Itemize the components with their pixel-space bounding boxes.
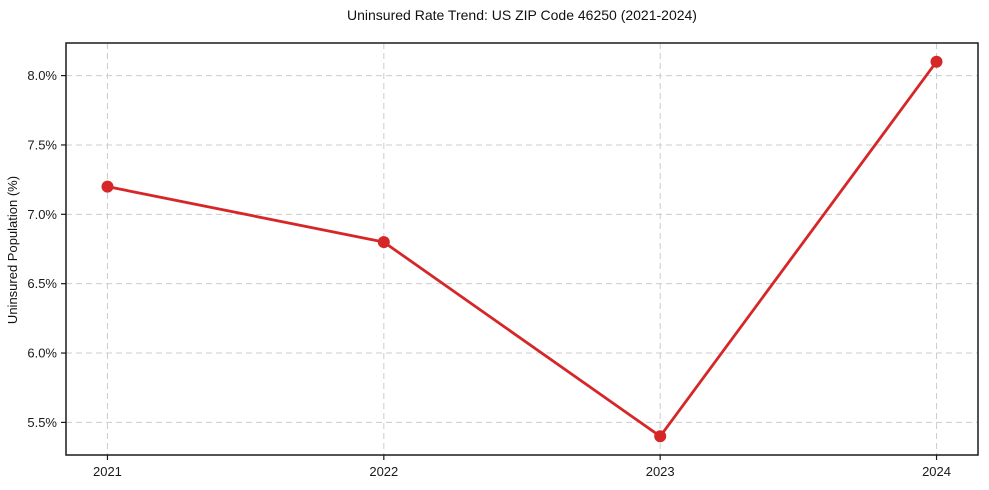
x-tick-label: 2021 (93, 464, 122, 479)
chart-generated-layer: 5.5% 6.0% 6.5% 7.0% 7.5% 8.0% 2021 2022 2023 2024 (27, 42, 979, 479)
y-axis-label: Uninsured Population (%) (5, 176, 20, 324)
y-tick-label: 6.5% (27, 276, 57, 291)
trend-line (106, 60, 938, 438)
y-tick-label: 5.5% (27, 415, 57, 430)
data-point-2022 (377, 236, 390, 249)
chart-title: Uninsured Rate Trend: US ZIP Code 46250 … (347, 7, 697, 23)
y-tick-label: 7.0% (27, 207, 57, 222)
data-point-2021 (101, 180, 114, 193)
y-tick-label: 7.5% (27, 137, 57, 152)
plot-frame (65, 42, 979, 456)
y-tick-label: 6.0% (27, 346, 57, 361)
x-tick-label: 2023 (646, 464, 675, 479)
data-point-2024 (930, 55, 943, 68)
x-tick-label: 2024 (922, 464, 951, 479)
y-tick-label: 8.0% (27, 68, 57, 83)
x-tick-label: 2022 (369, 464, 398, 479)
data-point-2023 (654, 430, 667, 443)
